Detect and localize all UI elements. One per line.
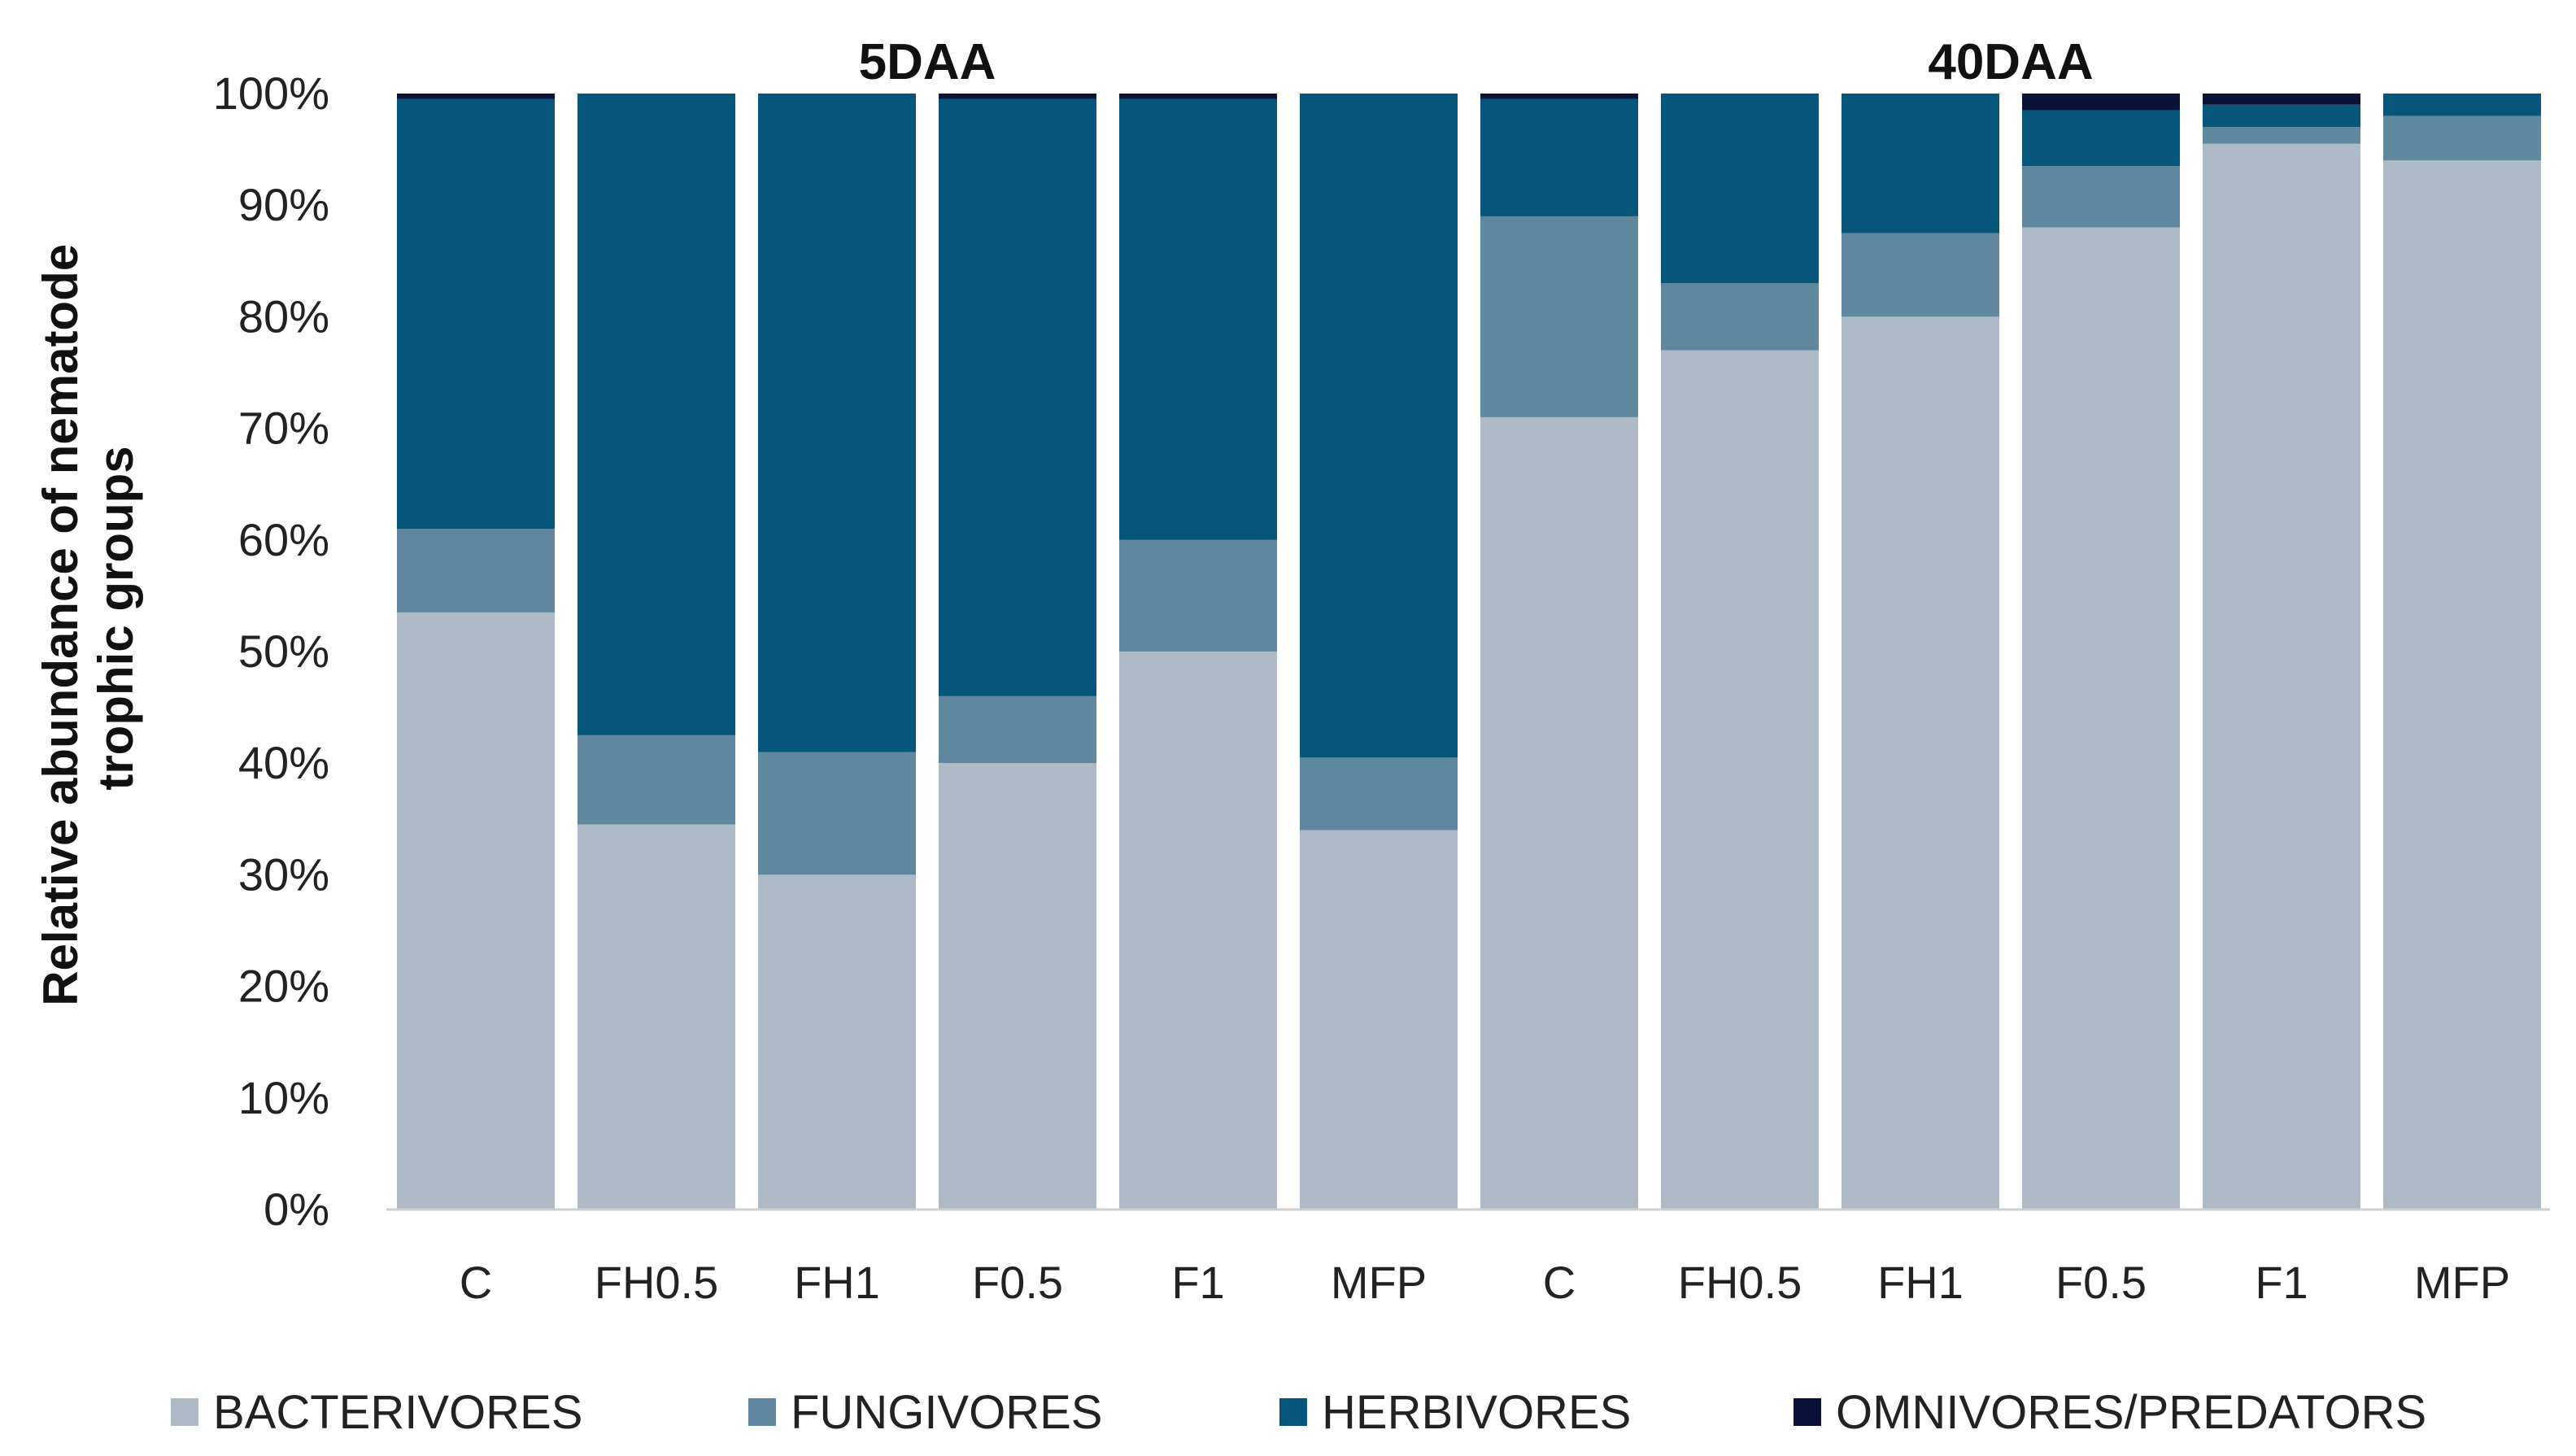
category-label: F0.5 <box>2055 1257 2147 1308</box>
legend-label: HERBIVORES <box>1322 1386 1631 1439</box>
bars <box>397 94 2541 1210</box>
legend-swatch <box>1279 1398 1307 1426</box>
bar-segment-omnivores-predators <box>2203 94 2360 105</box>
legend-swatch <box>748 1398 776 1426</box>
bar-segment-herbivores <box>1842 94 1999 233</box>
y-axis-title: Relative abundance of nematode trophic g… <box>33 230 143 1006</box>
bar-segment-fungivores <box>1661 283 1819 351</box>
bar-segment-fungivores <box>397 529 555 612</box>
bar-segment-herbivores <box>1119 98 1277 540</box>
y-tick-label: 50% <box>238 626 329 677</box>
category-label: FH1 <box>794 1257 880 1308</box>
bar-segment-omnivores-predators <box>2022 94 2180 111</box>
y-tick-label: 60% <box>238 514 329 565</box>
category-label: C <box>1543 1257 1576 1308</box>
bar-segment-omnivores-predators <box>397 94 555 99</box>
bar-segment-bacterivores <box>939 763 1096 1210</box>
group-labels: 5DAA 40DAA <box>859 34 2094 90</box>
y-tick-label: 80% <box>238 290 329 342</box>
category-label: FH0.5 <box>595 1257 719 1308</box>
legend: BACTERIVORES FUNGIVORES HERBIVORES OMNIVORE… <box>171 1386 2426 1439</box>
bar-segment-fungivores <box>758 752 916 875</box>
bar-segment-herbivores <box>1300 94 1458 758</box>
y-axis-ticks: 0% 10% 20% 30% 40% 50% 60% 70% 80% 90% 100% <box>213 68 329 1235</box>
bar-segment-herbivores <box>2203 104 2360 128</box>
bar-segment-omnivores-predators <box>1119 94 1277 99</box>
legend-swatch <box>171 1398 198 1426</box>
group-label: 5DAA <box>859 34 996 90</box>
bar-segment-fungivores <box>2022 166 2180 228</box>
category-label: F0.5 <box>972 1257 1063 1308</box>
bar-segment-bacterivores <box>1661 350 1819 1210</box>
bar-segment-bacterivores <box>578 824 735 1210</box>
bar-segment-herbivores <box>397 98 555 530</box>
bar-segment-herbivores <box>2022 110 2180 167</box>
bar-segment-fungivores <box>578 735 735 825</box>
category-label: F1 <box>1171 1257 1224 1308</box>
category-labels: C FH0.5 FH1 F0.5 F1 MFP C FH0.5 FH1 F0.5 F1 MFP <box>460 1257 2510 1308</box>
group-label: 40DAA <box>1928 34 2093 90</box>
legend-label: BACTERIVORES <box>213 1386 582 1439</box>
bar-segment-herbivores <box>758 94 916 752</box>
bar-segment-fungivores <box>1119 539 1277 652</box>
bar-segment-bacterivores <box>2203 143 2360 1210</box>
y-tick-label: 70% <box>238 403 329 454</box>
y-tick-label: 10% <box>238 1072 329 1123</box>
bar-segment-fungivores <box>939 695 1096 764</box>
category-label: C <box>460 1257 492 1308</box>
bar-segment-fungivores <box>2383 116 2541 161</box>
bar-segment-fungivores <box>1480 216 1638 417</box>
bar-segment-herbivores <box>1661 94 1819 284</box>
bar-segment-herbivores <box>939 98 1096 696</box>
category-label: MFP <box>2414 1257 2510 1308</box>
category-label: FH0.5 <box>1678 1257 1802 1308</box>
category-label: FH1 <box>1877 1257 1964 1308</box>
y-tick-label: 0% <box>264 1184 329 1235</box>
legend-swatch <box>1794 1398 1821 1426</box>
bar-segment-bacterivores <box>1842 316 1999 1210</box>
bar-segment-herbivores <box>578 94 735 735</box>
y-tick-label: 30% <box>238 848 329 900</box>
bar-segment-bacterivores <box>1480 416 1638 1210</box>
bar-segment-fungivores <box>1300 757 1458 830</box>
bar-segment-bacterivores <box>2383 160 2541 1210</box>
bar-segment-herbivores <box>1480 98 1638 216</box>
category-label: MFP <box>1331 1257 1427 1308</box>
legend-label: FUNGIVORES <box>791 1386 1103 1439</box>
bar-segment-bacterivores <box>2022 227 2180 1210</box>
y-tick-label: 100% <box>213 68 329 119</box>
bar-segment-omnivores-predators <box>939 94 1096 99</box>
category-label: F1 <box>2255 1257 2308 1308</box>
bar-segment-herbivores <box>2383 94 2541 116</box>
y-axis-title-line1: Relative abundance of nematode <box>33 244 88 1006</box>
bar-segment-fungivores <box>1842 233 1999 317</box>
bar-segment-omnivores-predators <box>1480 94 1638 99</box>
y-tick-label: 90% <box>238 179 329 230</box>
bar-segment-bacterivores <box>1119 652 1277 1210</box>
y-axis-title-line2: trophic groups <box>89 446 143 790</box>
legend-label: OMNIVORES/PREDATORS <box>1836 1386 2426 1439</box>
bar-segment-bacterivores <box>758 874 916 1210</box>
bar-segment-bacterivores <box>1300 830 1458 1210</box>
bar-segment-fungivores <box>2203 127 2360 144</box>
y-tick-label: 20% <box>238 961 329 1012</box>
y-tick-label: 40% <box>238 737 329 788</box>
bar-segment-bacterivores <box>397 612 555 1210</box>
